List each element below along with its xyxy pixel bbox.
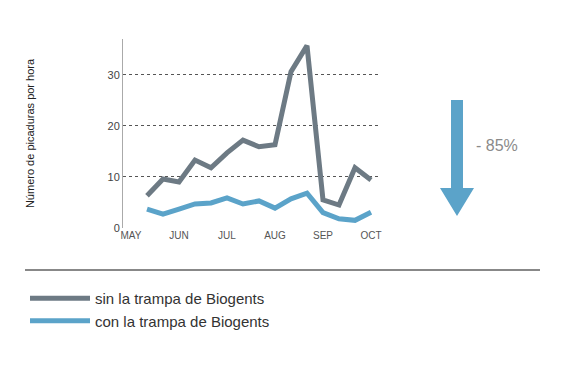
svg-text:30: 30: [108, 69, 120, 81]
svg-text:Número de picaduras por hora: Número de picaduras por hora: [24, 58, 36, 208]
svg-text:AUG: AUG: [264, 230, 286, 241]
svg-text:JUL: JUL: [218, 230, 236, 241]
svg-text:OCT: OCT: [360, 230, 381, 241]
svg-text:0: 0: [114, 222, 120, 234]
svg-text:- 85%: - 85%: [476, 137, 518, 154]
svg-text:20: 20: [108, 120, 120, 132]
svg-text:MAY: MAY: [121, 230, 142, 241]
svg-text:SEP: SEP: [313, 230, 333, 241]
svg-text:sin la trampa de Biogents: sin la trampa de Biogents: [95, 290, 264, 307]
svg-text:10: 10: [108, 171, 120, 183]
svg-text:con la trampa de Biogents: con la trampa de Biogents: [95, 313, 269, 330]
svg-text:JUN: JUN: [169, 230, 188, 241]
